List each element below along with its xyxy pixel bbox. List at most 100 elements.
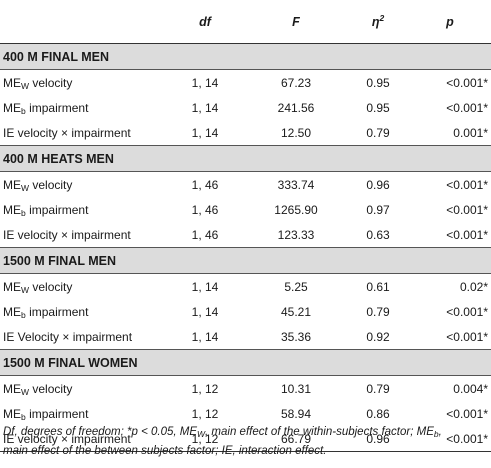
cell-f: 66.79 xyxy=(248,426,344,452)
cell-df: 1, 14 xyxy=(191,304,219,319)
cell-eta: 0.86 xyxy=(366,406,390,421)
cell-p: 0.004* xyxy=(453,381,488,396)
cell-f: 5.25 xyxy=(284,279,308,294)
table-row: MEb impairment 1, 14 45.21 0.79 <0.001* xyxy=(0,299,491,324)
cell-eta: 0.95 xyxy=(366,100,390,115)
table-row: IE Velocity × impairment 1, 14 35.36 0.92 <0… xyxy=(0,324,491,350)
cell-eta: 0.61 xyxy=(366,279,390,294)
section-header-row: 1500 M FINAL WOMEN xyxy=(0,349,491,376)
effect-label: MEW velocity xyxy=(0,70,162,96)
cell-p: 0.02* xyxy=(459,279,488,294)
header-eta: η2 xyxy=(344,0,412,44)
effect-label-main: IE velocity × impairment xyxy=(3,227,131,242)
effect-label-sub: W xyxy=(21,386,30,397)
cell-df: 1, 14 xyxy=(191,125,219,140)
cell-df: 1, 14 xyxy=(191,75,219,90)
cell-f: 58.94 xyxy=(280,406,312,421)
effect-label-sub: W xyxy=(21,182,30,193)
cell-f: 241.56 xyxy=(277,100,315,115)
cell-eta: 0.63 xyxy=(366,227,390,242)
cell-p: <0.001* xyxy=(446,75,488,90)
cell-eta: 0.79 xyxy=(366,304,390,319)
header-f: F xyxy=(248,0,344,44)
section-header-row: 400 M FINAL MEN xyxy=(0,43,491,70)
cell-df: 1, 46 xyxy=(191,177,219,192)
effect-label-rest: impairment xyxy=(25,100,89,115)
cell-df: 1, 14 xyxy=(191,279,219,294)
table-body: 400 M FINAL MEN MEW velocity 1, 14 67.23 0.9… xyxy=(0,43,491,452)
section-header-row: 1500 M FINAL MEN xyxy=(0,247,491,274)
cell-f: 45.21 xyxy=(280,304,312,319)
cell-eta: 0.96 xyxy=(366,177,390,192)
header-row: df F η2 p xyxy=(0,0,491,44)
table-row: MEW velocity 1, 12 10.31 0.79 0.004* xyxy=(0,376,491,402)
cell-p: <0.001* xyxy=(446,406,488,421)
cell-f: 35.36 xyxy=(280,329,312,344)
effect-label-main: ME xyxy=(3,202,21,217)
effect-label-rest: velocity xyxy=(29,381,73,396)
effect-label-main: IE velocity × impairment xyxy=(3,431,131,446)
header-eta-symbol: η xyxy=(371,14,380,29)
cell-f: 333.74 xyxy=(277,177,315,192)
footnote-part-c: , xyxy=(438,426,442,438)
effect-label: MEb impairment xyxy=(0,299,162,324)
footnote-sub-b: b xyxy=(433,429,439,439)
header-p: p xyxy=(412,0,491,44)
cell-f: 10.31 xyxy=(280,381,312,396)
table-row: MEb impairment 1, 14 241.56 0.95 <0.001* xyxy=(0,95,491,120)
cell-p: <0.001* xyxy=(446,202,488,217)
effect-label-sub: b xyxy=(21,105,26,116)
cell-eta: 0.79 xyxy=(366,125,390,140)
effect-label-sub: b xyxy=(21,207,26,218)
cell-p: <0.001* xyxy=(412,426,491,452)
cell-f: 123.33 xyxy=(277,227,315,242)
footnote-part-d: main effect of the between subjects fact… xyxy=(3,445,327,457)
effect-label-sub: W xyxy=(21,284,30,295)
table-row: IE velocity × impairment 1, 46 123.33 0.63 <… xyxy=(0,222,491,248)
effect-label-main: ME xyxy=(3,279,21,294)
cell-p: 0.001* xyxy=(453,125,488,140)
effect-label: MEb impairment xyxy=(0,197,162,222)
section-title: 400 M HEATS MEN xyxy=(0,145,491,172)
table-row: IE velocity × impairment 1, 12 66.79 0.96 <0… xyxy=(0,426,491,452)
cell-df: 1, 14 xyxy=(191,329,219,344)
effect-label-main: IE Velocity × impairment xyxy=(3,329,133,344)
effect-label-main: IE velocity × impairment xyxy=(3,125,131,140)
cell-f: 1265.90 xyxy=(274,202,318,217)
table-row: MEW velocity 1, 14 5.25 0.61 0.02* xyxy=(0,274,491,300)
section-title: 1500 M FINAL MEN xyxy=(0,247,491,274)
table-row: IE velocity × impairment 1, 14 12.50 0.79 0.… xyxy=(0,120,491,146)
cell-eta: 0.97 xyxy=(366,202,390,217)
cell-eta: 0.79 xyxy=(366,381,390,396)
effect-label: MEb impairment xyxy=(0,401,162,426)
effect-label-sub: W xyxy=(21,80,30,91)
section-header-row: 400 M HEATS MEN xyxy=(0,145,491,172)
table-row: MEb impairment 1, 12 58.94 0.86 <0.001* xyxy=(0,401,491,426)
effect-label: IE Velocity × impairment xyxy=(0,324,162,350)
section-title: 1500 M FINAL WOMEN xyxy=(0,349,491,376)
cell-p: <0.001* xyxy=(446,100,488,115)
cell-df: 1, 14 xyxy=(191,100,219,115)
footnote-part-b: , main effect of the within-subjects fac… xyxy=(205,426,434,438)
effect-label-rest: velocity xyxy=(29,279,73,294)
effect-label: MEW velocity xyxy=(0,274,162,300)
header-blank xyxy=(0,0,162,44)
effect-label-sub: b xyxy=(21,411,26,422)
cell-p: <0.001* xyxy=(446,227,488,242)
cell-df: 1, 46 xyxy=(191,202,219,217)
effect-label-main: ME xyxy=(3,381,21,396)
effect-label: IE velocity × impairment xyxy=(0,120,162,146)
header-eta-sup: 2 xyxy=(379,12,385,23)
effect-label-rest: velocity xyxy=(29,177,73,192)
effect-label: MEW velocity xyxy=(0,376,162,402)
cell-p: <0.001* xyxy=(446,329,488,344)
cell-eta: 0.92 xyxy=(366,329,390,344)
table-row: MEb impairment 1, 46 1265.90 0.97 <0.001* xyxy=(0,197,491,222)
effect-label: MEb impairment xyxy=(0,95,162,120)
cell-df: 1, 12 xyxy=(191,406,219,421)
effect-label: IE velocity × impairment xyxy=(0,426,162,452)
table-row: MEW velocity 1, 46 333.74 0.96 <0.001* xyxy=(0,172,491,198)
footnote-sub-w: W xyxy=(197,429,206,439)
cell-df: 1, 12 xyxy=(191,381,219,396)
